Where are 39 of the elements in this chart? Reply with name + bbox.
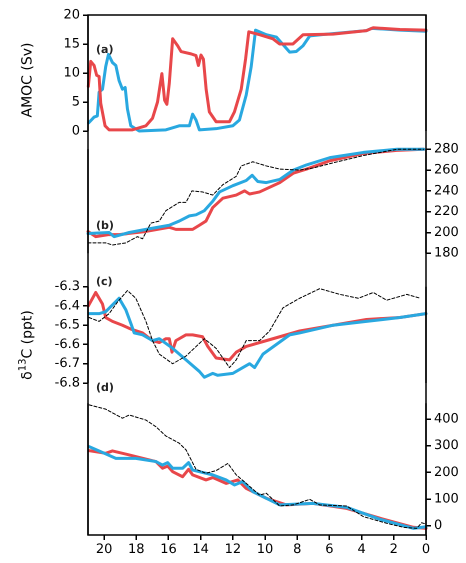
y2-tick-label: 300	[434, 438, 459, 454]
y2-tick-label: 260	[434, 162, 459, 178]
y-tick-label: -6.4	[54, 298, 80, 314]
annotation: (b)	[96, 218, 114, 232]
x-tick-label: 18	[128, 542, 145, 558]
annotation: (a)	[96, 42, 114, 56]
y-tick-label: -6.6	[54, 336, 80, 352]
y-tick-label: -6.7	[54, 356, 80, 372]
x-tick-label: 2	[390, 542, 398, 558]
y-tick-label: 20	[63, 7, 80, 22]
annotation: (d)	[96, 380, 114, 394]
y-tick-label: 0	[72, 123, 80, 138]
y2-tick-label: 220	[434, 204, 459, 220]
x-tick-label: 6	[325, 542, 334, 558]
x-tick-label: 20	[96, 542, 112, 558]
x-tick-label: 12	[224, 542, 242, 558]
y2-tick-label: 240	[434, 183, 459, 198]
y-axis-title: δ13C (ppt)	[18, 310, 36, 380]
annotation: (c)	[96, 274, 113, 288]
y2-tick-label: 400	[434, 412, 459, 427]
x-tick-label: 0	[422, 542, 430, 558]
x-tick-label: 10	[256, 542, 274, 558]
y-tick-label: -6.3	[54, 279, 80, 294]
y2-tick-label: 280	[434, 142, 459, 157]
x-tick-label: 8	[293, 542, 302, 558]
y2-tick-label: 100	[434, 491, 459, 506]
y-tick-label: -6.8	[54, 375, 80, 390]
y-tick-label: -6.5	[54, 318, 80, 333]
y-tick-label: 15	[63, 36, 80, 52]
y-tick-label: 5	[72, 94, 80, 110]
y-axis-title: AMOC (Sv)	[20, 42, 36, 118]
y2-tick-label: 200	[434, 464, 459, 480]
x-tick-label: 4	[357, 542, 366, 558]
x-tick-label: 16	[160, 542, 177, 558]
y2-tick-label: 0	[434, 518, 442, 534]
x-tick-label: 14	[192, 542, 209, 558]
y-tick-label: 10	[63, 65, 80, 80]
y2-tick-label: 180	[434, 246, 459, 261]
y2-tick-label: 200	[434, 224, 459, 240]
